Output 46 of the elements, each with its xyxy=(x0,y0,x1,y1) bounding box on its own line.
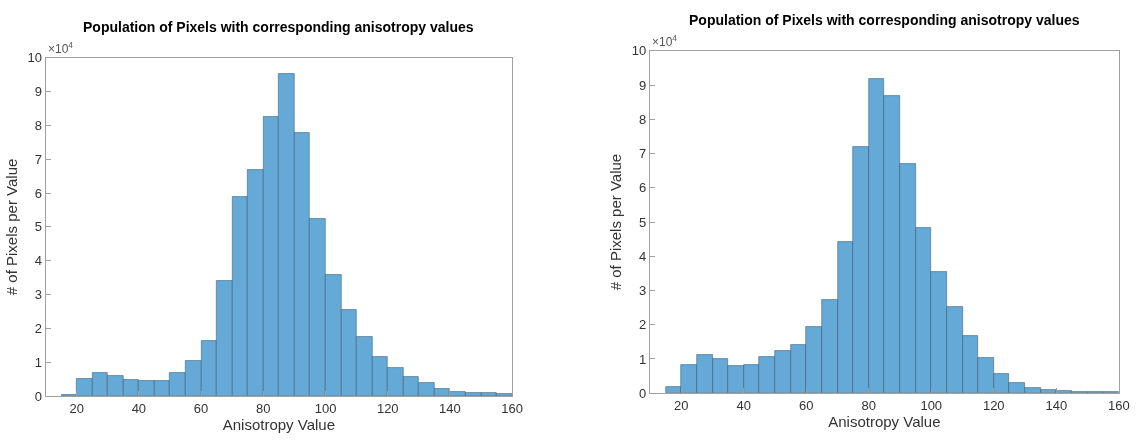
y-tick-label: 7 xyxy=(639,146,647,162)
y-tick-label: 8 xyxy=(34,118,42,133)
x-tick-label: 160 xyxy=(501,400,524,416)
x-tick-label: 100 xyxy=(920,397,943,413)
y-tick-label: 4 xyxy=(639,248,647,264)
x-tick-label: 120 xyxy=(982,397,1005,413)
x-tick-label: 100 xyxy=(314,400,337,416)
y-tick-label: 2 xyxy=(639,317,647,333)
chart-title: Population of Pixels with corresponding anisotropy values xyxy=(83,19,474,35)
y-tick-label: 6 xyxy=(34,185,42,201)
y-tick-label: 10 xyxy=(27,50,42,66)
x-axis-title: Anisotropy Value xyxy=(828,412,941,430)
y-tick-label: 6 xyxy=(639,180,647,196)
y-tick-label: 0 xyxy=(34,388,42,404)
x-tick-label: 20 xyxy=(69,400,84,416)
x-tick-label: 20 xyxy=(673,397,689,413)
y-tick-label: 5 xyxy=(34,219,42,235)
x-tick-label: 40 xyxy=(131,400,147,416)
y-tick-label: 5 xyxy=(639,214,647,230)
chart-title: Population of Pixels with corresponding anisotropy values xyxy=(689,12,1080,28)
y-tick-label: 3 xyxy=(639,283,647,299)
x-tick-label: 120 xyxy=(376,400,399,416)
text: ×10$^{4}$ xyxy=(48,40,74,57)
y-tick-label: 1 xyxy=(34,354,42,370)
x-tick-label: 140 xyxy=(439,400,461,416)
y-tick-label: 8 xyxy=(639,111,647,127)
x-tick-label: 40 xyxy=(736,397,751,413)
x-tick-label: 140 xyxy=(1045,397,1068,413)
y-axis-title: # of Pixels per Value xyxy=(607,153,625,291)
x-tick-label: 160 xyxy=(1107,397,1130,413)
x-tick-label: 60 xyxy=(193,400,209,416)
text: ×10$^{4}$ xyxy=(652,33,678,50)
y-tick-label: 2 xyxy=(34,320,42,336)
y-axis-title: # of Pixels per Value xyxy=(2,158,20,296)
y-tick-label: 9 xyxy=(34,84,42,100)
y-tick-label: 4 xyxy=(34,253,42,269)
x-tick-label: 80 xyxy=(861,397,876,413)
y-tick-label: 3 xyxy=(34,287,42,303)
x-axis-title: Anisotropy Value xyxy=(222,415,336,433)
y-tick-label: 0 xyxy=(639,385,647,401)
x-tick-label: 60 xyxy=(798,397,814,413)
y-tick-label: 9 xyxy=(639,77,647,93)
y-tick-label: 1 xyxy=(639,351,647,367)
y-tick-label: 10 xyxy=(631,43,647,59)
x-tick-label: 80 xyxy=(256,400,271,416)
y-tick-label: 7 xyxy=(34,151,42,167)
